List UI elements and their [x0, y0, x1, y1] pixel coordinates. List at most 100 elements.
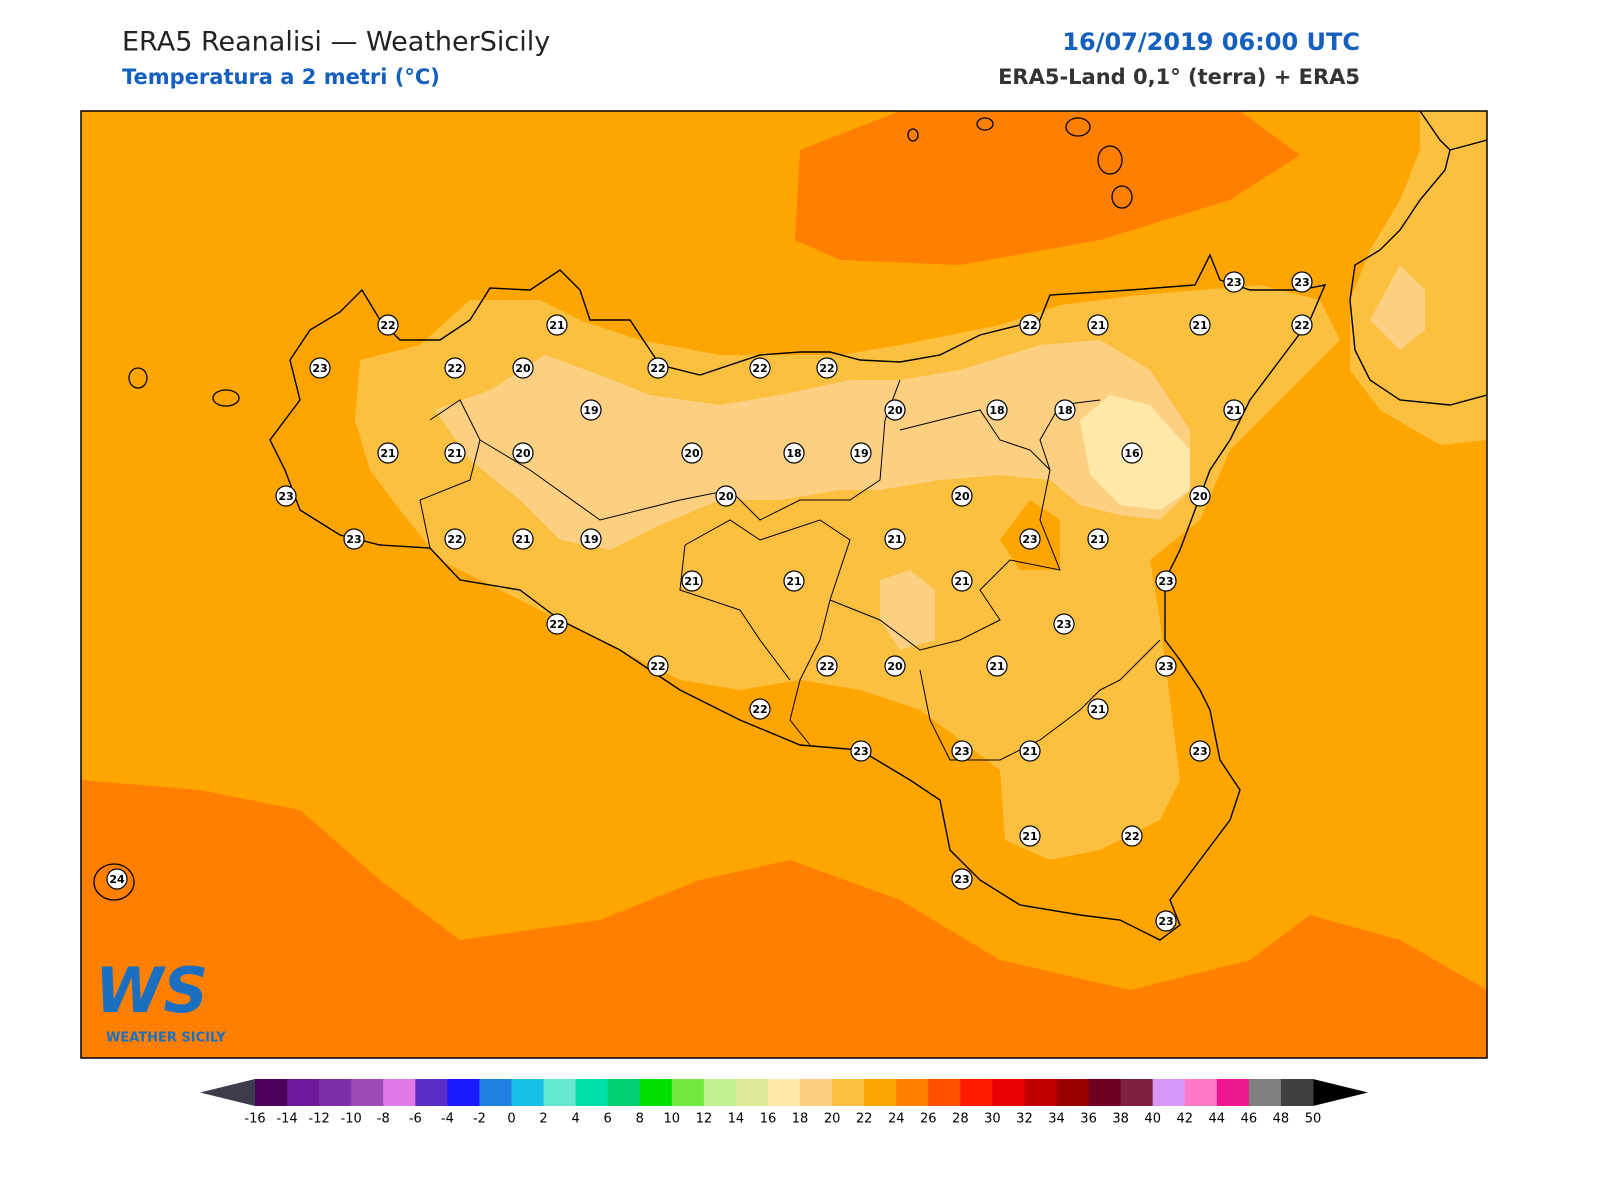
colorbar-segment: [639, 1079, 673, 1106]
station-label: 22: [447, 362, 462, 375]
station-marker: [1189, 740, 1211, 762]
station-marker: [1121, 442, 1143, 464]
colorbar-segment: [319, 1079, 352, 1106]
station-marker: [884, 528, 906, 550]
station-label: 20: [887, 660, 903, 673]
station-label: 21: [1090, 533, 1105, 546]
station-label: 18: [786, 447, 801, 460]
station-marker: [1155, 655, 1177, 677]
colorbar-segment: [1280, 1079, 1314, 1106]
colorbar-segment: [575, 1079, 609, 1106]
colorbar-tick-label: 4: [571, 1112, 579, 1127]
colorbar-tick-label: 32: [1016, 1112, 1033, 1127]
station-label: 21: [1090, 319, 1105, 332]
colorbar-tick-label: -6: [409, 1112, 422, 1127]
station-label: 23: [1022, 533, 1037, 546]
colorbar-segment: [1248, 1079, 1282, 1106]
station-label: 23: [1158, 915, 1173, 928]
station-marker: [546, 314, 568, 336]
colorbar-segment: [287, 1079, 320, 1106]
station-marker: [512, 442, 534, 464]
colorbar-tick-label: 42: [1176, 1112, 1193, 1127]
station-marker: [951, 485, 973, 507]
station-label: 20: [954, 490, 970, 503]
colorbar-segment: [703, 1079, 737, 1106]
station-marker: [275, 485, 297, 507]
colorbar-tick-label: 14: [728, 1112, 745, 1127]
colorbar-tick-label: -10: [341, 1112, 362, 1127]
station-label: 21: [989, 660, 1004, 673]
island: [1097, 145, 1123, 175]
station-label: 19: [583, 533, 598, 546]
station-label: 24: [109, 873, 125, 886]
station-marker: [1155, 910, 1177, 932]
island: [1111, 185, 1133, 209]
station-marker: [377, 314, 399, 336]
colorbar-tick-label: 44: [1209, 1112, 1226, 1127]
station-marker: [106, 868, 128, 890]
field-warm: [795, 111, 1300, 265]
station-label: 21: [515, 533, 530, 546]
field-mild: [1350, 111, 1487, 445]
colorbar-segment: [1184, 1079, 1218, 1106]
station-label: 20: [718, 490, 734, 503]
colorbar-segment: [543, 1079, 577, 1106]
colorbar-tick-label: 30: [984, 1112, 1001, 1127]
station-marker: [343, 528, 365, 550]
colorbar-segment: [1216, 1079, 1250, 1106]
colorbar-segment: [896, 1079, 929, 1106]
station-marker: [816, 357, 838, 379]
station-marker: [715, 485, 737, 507]
colorbar-under: [200, 1079, 255, 1106]
station-marker: [986, 399, 1008, 421]
station-marker: [986, 655, 1008, 677]
colorbar-tick-label: 18: [792, 1112, 809, 1127]
station-marker: [1121, 825, 1143, 847]
station-marker: [1291, 314, 1313, 336]
station-label: 21: [1192, 319, 1207, 332]
colorbar-segment: [607, 1079, 641, 1106]
colorbar-tick-label: 40: [1144, 1112, 1161, 1127]
colorbar: -16 -14 -12 -10 -8 -6 -4 -2 0 2 4 6 8 10 12 14 16 18 20 22 2…: [200, 1079, 1368, 1127]
colorbar-tick-label: -12: [309, 1112, 330, 1127]
colorbar-segment: [447, 1079, 480, 1106]
station-marker: [1087, 698, 1109, 720]
station-marker: [1223, 271, 1245, 293]
station-label: 18: [989, 404, 1004, 417]
colorbar-segment: [832, 1079, 865, 1106]
colorbar-segment: [1120, 1079, 1154, 1106]
station-label: 22: [1022, 319, 1037, 332]
datetime: 16/07/2019 06:00 UTC: [1062, 28, 1360, 56]
station-marker: [1019, 825, 1041, 847]
station-marker: [1019, 528, 1041, 550]
station-marker: [1155, 570, 1177, 592]
station-label: 22: [752, 362, 767, 375]
colorbar-segment: [800, 1079, 833, 1106]
station-marker: [580, 399, 602, 421]
field-warm: [81, 780, 1487, 1058]
logo-mark: WS: [95, 954, 208, 1027]
logo: WS WEATHER SICILY: [95, 954, 226, 1045]
colorbar-tick-label: 46: [1241, 1112, 1258, 1127]
colorbar-segment: [351, 1079, 384, 1106]
station-marker: [951, 740, 973, 762]
calabria-coast: [1449, 139, 1487, 151]
island: [212, 389, 240, 407]
colorbar-tick-label: 0: [507, 1112, 515, 1127]
station-marker: [1054, 399, 1076, 421]
field-cool: [1370, 265, 1425, 350]
station-marker: [1019, 314, 1041, 336]
logo-caption: WEATHER SICILY: [106, 1031, 226, 1046]
colorbar-tick-label: -4: [441, 1112, 454, 1127]
station-label: 22: [819, 362, 834, 375]
colorbar-segment: [735, 1079, 769, 1106]
colorbar-tick-label: 12: [696, 1112, 713, 1127]
province-border: [419, 379, 1161, 761]
station-marker: [546, 613, 568, 635]
station-marker: [512, 528, 534, 550]
colorbar-segment: [511, 1079, 545, 1106]
station-label: 22: [650, 660, 665, 673]
island: [93, 863, 135, 901]
station-marker: [884, 655, 906, 677]
